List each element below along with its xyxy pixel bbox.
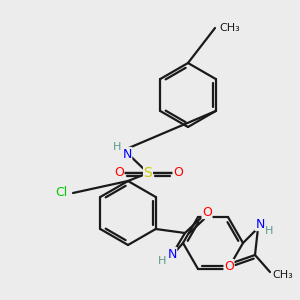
Text: N: N — [255, 218, 265, 230]
Text: Cl: Cl — [55, 187, 67, 200]
Text: O: O — [202, 206, 212, 218]
Text: H: H — [113, 142, 121, 152]
Text: H: H — [158, 256, 166, 266]
Text: N: N — [122, 148, 132, 160]
Text: S: S — [144, 166, 152, 180]
Text: CH₃: CH₃ — [272, 270, 293, 280]
Text: CH₃: CH₃ — [219, 23, 240, 33]
Text: O: O — [114, 167, 124, 179]
Text: H: H — [265, 226, 273, 236]
Text: N: N — [167, 248, 177, 260]
Text: O: O — [173, 167, 183, 179]
Text: O: O — [224, 260, 234, 272]
